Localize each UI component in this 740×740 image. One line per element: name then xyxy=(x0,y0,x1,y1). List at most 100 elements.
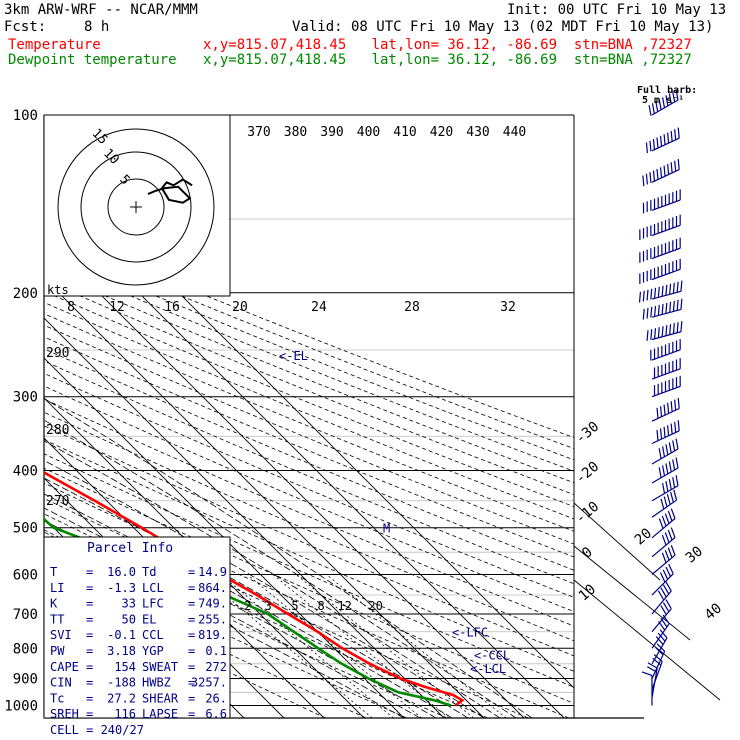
pressure-label: 400 xyxy=(13,464,38,480)
forecast-hour: 8 h xyxy=(84,19,110,35)
isotherm-line xyxy=(44,277,485,718)
parcel-param-name: SHEAR xyxy=(142,691,179,705)
isotherm-label: 30 xyxy=(683,543,706,566)
wind-barb-flag xyxy=(676,281,679,293)
wind-barb-flag xyxy=(656,643,666,652)
wind-barb-flag xyxy=(668,442,672,454)
dewpoint-legend-name: Dewpoint temperature xyxy=(8,52,177,68)
theta-label: 380 xyxy=(284,125,307,140)
wind-barb-flag xyxy=(656,137,659,149)
isotherm-label: 40 xyxy=(702,600,725,623)
init-time: Init: 00 UTC Fri 10 May 13 xyxy=(507,2,727,18)
wind-barb-flag xyxy=(672,323,675,334)
wind-barb-flag xyxy=(677,420,680,431)
parcel-param-value: -188 xyxy=(107,676,136,690)
wind-barb-flag xyxy=(667,510,673,522)
wind-barb-flag xyxy=(657,590,665,601)
hodograph-ring xyxy=(107,178,165,236)
wind-barb-flag xyxy=(674,160,677,172)
wind-barb-flag xyxy=(672,91,676,103)
wind-barb-flag xyxy=(660,587,667,598)
theta-label: 290 xyxy=(46,346,69,361)
wind-barb-flag xyxy=(657,286,660,298)
parcel-equals: = xyxy=(86,644,93,658)
wind-barb xyxy=(639,214,681,240)
wind-barb-flag xyxy=(676,299,679,311)
wind-barb-flag xyxy=(665,284,668,296)
wind-barb-flag xyxy=(654,328,657,339)
level-annotation: <-LFC xyxy=(452,625,488,639)
wind-barb xyxy=(651,599,672,633)
wind-barb-flag xyxy=(665,480,669,492)
wind-barb-flag xyxy=(657,632,666,642)
wind-barb-flag xyxy=(659,428,663,440)
wind-barb-flag xyxy=(659,406,663,417)
wind-barb-flag xyxy=(669,283,672,295)
wind-barb xyxy=(641,671,653,706)
temperature-legend-name: Temperature xyxy=(8,37,101,53)
wind-barb-flag xyxy=(666,494,671,505)
wind-barb-flag xyxy=(658,518,664,529)
parcel-param-value: 27.2 xyxy=(107,691,136,705)
model-title: 3km ARW-WRF -- NCAR/MMM xyxy=(4,2,198,18)
wind-barb-flag xyxy=(654,305,657,317)
dry-adiabat-line xyxy=(44,336,574,558)
isotherm-line xyxy=(44,237,525,718)
pressure-label: 800 xyxy=(13,641,38,657)
wind-barb-flag xyxy=(645,173,648,185)
parcel-param-name: CCL xyxy=(142,628,164,642)
isotherm-line xyxy=(0,115,4,718)
parcel-equals: = xyxy=(86,597,93,611)
dry-adiabat-line xyxy=(44,228,574,439)
wind-barb xyxy=(651,489,678,518)
wind-barb-flag xyxy=(665,599,672,610)
wind-barb-flag xyxy=(658,621,666,631)
wind-barb-flag xyxy=(680,298,683,310)
wind-barb-flag xyxy=(645,142,648,154)
wind-barb-flag xyxy=(648,105,652,116)
wind-barb xyxy=(651,614,670,649)
parcel-param-name: EL xyxy=(142,612,156,626)
wind-barb-flag xyxy=(652,139,656,150)
level-annotation: M xyxy=(383,522,390,536)
hodograph-units: kts xyxy=(47,283,69,297)
wind-barb-flag xyxy=(672,477,676,488)
wind-barb-flag xyxy=(658,99,662,110)
wind-barb-flag xyxy=(672,282,675,294)
dewpoint-line xyxy=(44,517,452,707)
wind-barb-flag xyxy=(675,89,679,101)
wind-barb-flag xyxy=(670,491,674,503)
wind-barb-flag xyxy=(660,605,667,616)
speed-scale-label: 20 xyxy=(232,300,248,315)
speed-scale-label: 8 xyxy=(67,300,75,315)
wind-barb-flag xyxy=(657,304,660,316)
wind-barb-flag xyxy=(665,444,669,455)
wind-barb-flag xyxy=(664,550,670,561)
wind-barb-flag xyxy=(659,167,663,178)
wind-barb-flag xyxy=(657,327,660,338)
wind-barb-flag xyxy=(642,308,645,320)
wind-barb-flag xyxy=(641,671,653,677)
speed-scale-label: 24 xyxy=(311,300,327,315)
wind-barb-flag xyxy=(649,140,652,152)
mixing-ratio-label: 5 xyxy=(291,599,298,613)
wind-barb xyxy=(651,375,681,398)
dewpoint-legend-location: x,y=815.07,418.45 lat,lon= 36.12, -86.69… xyxy=(203,52,692,68)
parcel-param-name: Td xyxy=(142,565,156,579)
wind-barb-flag xyxy=(672,440,676,452)
parcel-equals: = xyxy=(188,691,195,705)
hodograph-trace xyxy=(147,178,193,204)
wind-barb-flag xyxy=(660,617,668,628)
wind-barb-flag xyxy=(642,290,645,302)
wind-barb-flag xyxy=(670,508,676,519)
pressure-label: 900 xyxy=(13,671,38,687)
parcel-param-name: SWEAT xyxy=(142,660,178,674)
wind-barb-flag xyxy=(658,467,662,478)
barb-legend-value: 5 m s⁻¹ xyxy=(642,95,684,106)
wind-barb-flag xyxy=(676,322,679,333)
wind-barb-flag xyxy=(656,168,659,180)
parcel-param-name: CAPE xyxy=(50,660,79,674)
forecast-label: Fcst: xyxy=(4,19,47,35)
theta-label: 400 xyxy=(357,125,380,140)
wind-barb-flag xyxy=(665,302,668,314)
